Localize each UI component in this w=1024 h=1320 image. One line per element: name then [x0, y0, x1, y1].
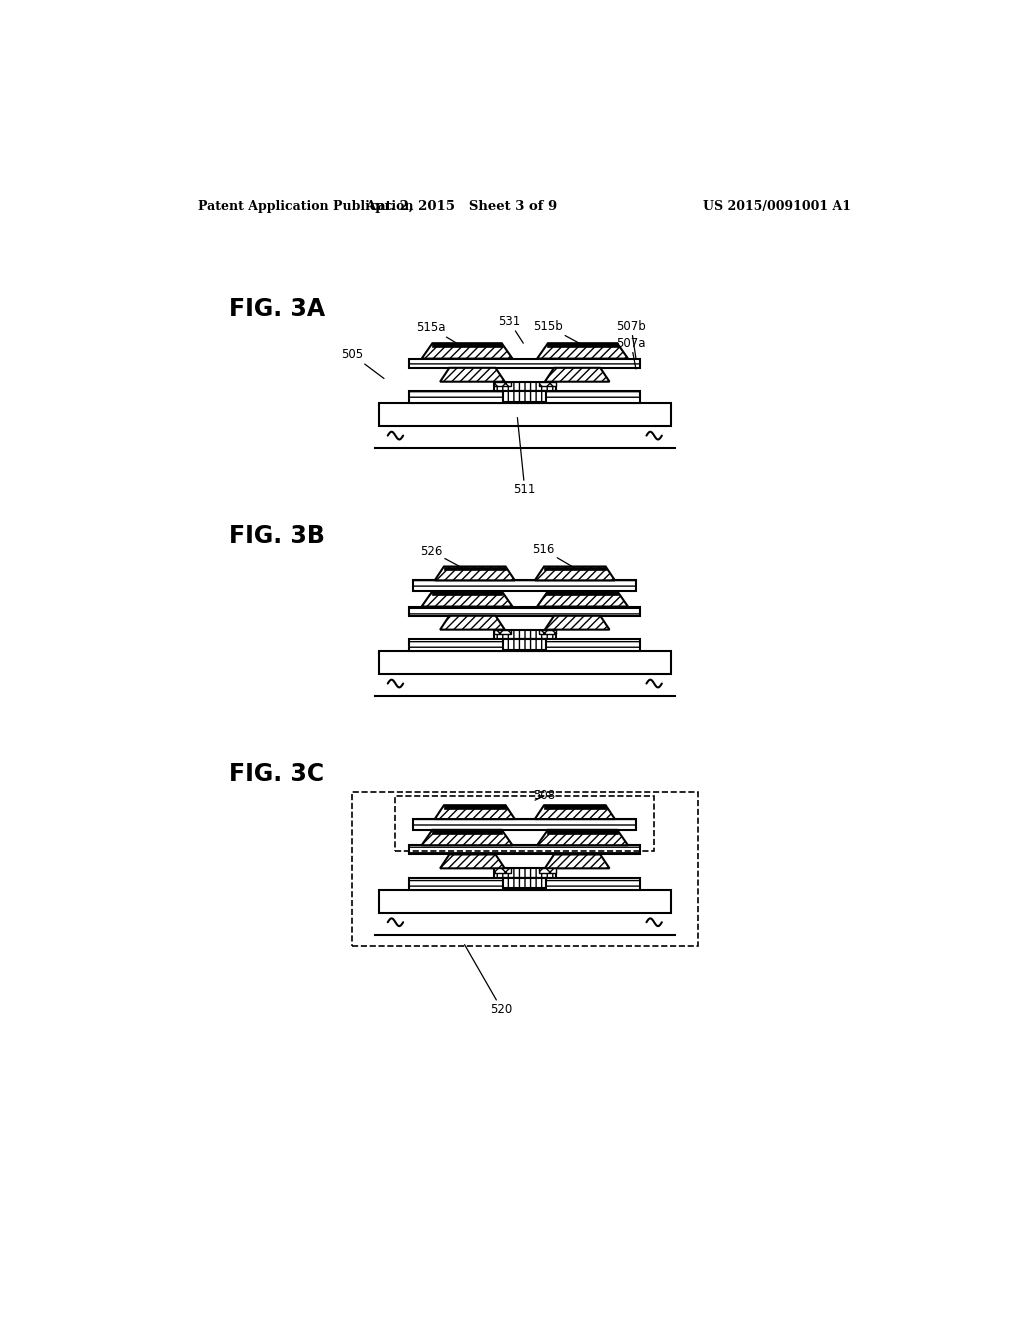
Text: 526: 526 — [420, 545, 465, 569]
Text: US 2015/0091001 A1: US 2015/0091001 A1 — [703, 199, 851, 213]
Text: FIG. 3B: FIG. 3B — [229, 524, 325, 548]
Bar — [539, 869, 556, 873]
Bar — [351, 792, 698, 946]
Bar — [494, 630, 556, 639]
Polygon shape — [422, 591, 512, 607]
Text: Apr. 2, 2015   Sheet 3 of 9: Apr. 2, 2015 Sheet 3 of 9 — [366, 199, 558, 213]
Polygon shape — [538, 830, 628, 845]
Bar — [410, 845, 640, 854]
Bar — [494, 381, 511, 387]
Bar — [494, 869, 511, 873]
Text: FIG. 3A: FIG. 3A — [229, 297, 326, 321]
Bar — [379, 890, 671, 913]
Polygon shape — [535, 566, 614, 581]
Text: 531: 531 — [499, 315, 523, 343]
Text: 507a: 507a — [616, 337, 646, 370]
Bar — [547, 830, 617, 834]
Bar — [503, 878, 547, 888]
Bar — [432, 830, 503, 834]
Bar — [432, 591, 503, 595]
Text: 507b: 507b — [616, 319, 646, 359]
Text: FIG. 3C: FIG. 3C — [229, 763, 325, 787]
Bar — [444, 566, 506, 570]
Text: 505: 505 — [341, 348, 384, 379]
Polygon shape — [422, 830, 512, 845]
Bar — [432, 343, 503, 347]
Polygon shape — [440, 854, 505, 869]
Polygon shape — [440, 368, 505, 381]
Text: 515a: 515a — [416, 321, 461, 346]
Text: 508: 508 — [532, 789, 555, 803]
Polygon shape — [435, 566, 515, 581]
Bar — [544, 566, 605, 570]
Bar — [379, 651, 671, 675]
Text: 520: 520 — [465, 945, 513, 1016]
Polygon shape — [440, 615, 505, 630]
Bar — [410, 359, 640, 368]
Text: Patent Application Publication: Patent Application Publication — [199, 199, 414, 213]
Bar — [494, 381, 556, 391]
Bar — [494, 630, 511, 635]
Bar — [503, 639, 547, 649]
Polygon shape — [538, 591, 628, 607]
Polygon shape — [435, 805, 515, 818]
Bar — [410, 607, 640, 615]
Text: 511: 511 — [514, 417, 536, 496]
Polygon shape — [422, 343, 512, 359]
Polygon shape — [545, 615, 609, 630]
Bar — [413, 581, 637, 591]
Bar — [544, 805, 605, 809]
Bar — [444, 805, 506, 809]
Bar — [547, 343, 617, 347]
Bar — [395, 796, 654, 851]
Bar — [494, 869, 556, 878]
Bar — [379, 404, 671, 426]
Text: 516: 516 — [532, 543, 577, 569]
Bar — [410, 639, 640, 651]
Polygon shape — [545, 368, 609, 381]
Bar — [539, 381, 556, 387]
Bar — [413, 818, 637, 830]
Polygon shape — [545, 854, 609, 869]
Text: 515b: 515b — [534, 319, 584, 346]
Bar — [539, 630, 556, 635]
Bar — [503, 391, 547, 401]
Polygon shape — [535, 805, 614, 818]
Bar — [410, 391, 640, 404]
Bar — [547, 591, 617, 595]
Bar — [410, 878, 640, 890]
Polygon shape — [538, 343, 628, 359]
